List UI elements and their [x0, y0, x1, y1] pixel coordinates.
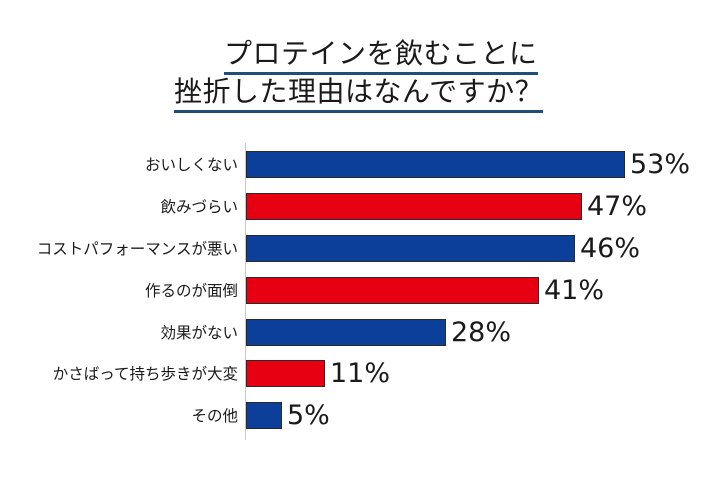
category-label: コストパフォーマンスが悪い: [36, 240, 238, 258]
bar: [246, 402, 282, 429]
category-label: 効果がない: [160, 324, 238, 342]
bar: [246, 235, 575, 262]
chart-title-line-2: 挫折した理由はなんですか？: [174, 76, 544, 113]
category-axis-line: [245, 143, 246, 440]
chart-title-line-1: プロテインを飲むことに: [224, 38, 538, 75]
value-label: 28%: [451, 317, 512, 348]
bar: [246, 151, 625, 178]
bar-row: 飲みづらい 47%: [0, 191, 720, 222]
bar-row: 作るのが面倒 41%: [0, 275, 720, 306]
bar-row: その他 5%: [0, 400, 720, 431]
value-label: 5%: [287, 400, 330, 431]
title-text-2: 挫折した理由はなんですか？: [174, 76, 544, 113]
value-label: 46%: [580, 233, 641, 264]
value-label: 11%: [330, 358, 391, 389]
bar-row: かさばって持ち歩きが大変 11%: [0, 358, 720, 389]
bar-row: コストパフォーマンスが悪い 46%: [0, 233, 720, 264]
bar: [246, 319, 446, 346]
category-label: その他: [191, 407, 238, 425]
bar-row: 効果がない 28%: [0, 317, 720, 348]
value-label: 41%: [544, 275, 605, 306]
category-label: 作るのが面倒: [144, 282, 238, 300]
bar-row: おいしくない 53%: [0, 149, 720, 180]
category-label: 飲みづらい: [160, 198, 238, 216]
bar: [246, 277, 539, 304]
category-label: かさばって持ち歩きが大変: [52, 365, 238, 383]
value-label: 47%: [587, 191, 648, 222]
title-text-1: プロテインを飲むことに: [224, 38, 538, 75]
bar: [246, 193, 582, 220]
bar: [246, 360, 325, 387]
value-label: 53%: [630, 149, 691, 180]
category-label: おいしくない: [144, 156, 238, 174]
